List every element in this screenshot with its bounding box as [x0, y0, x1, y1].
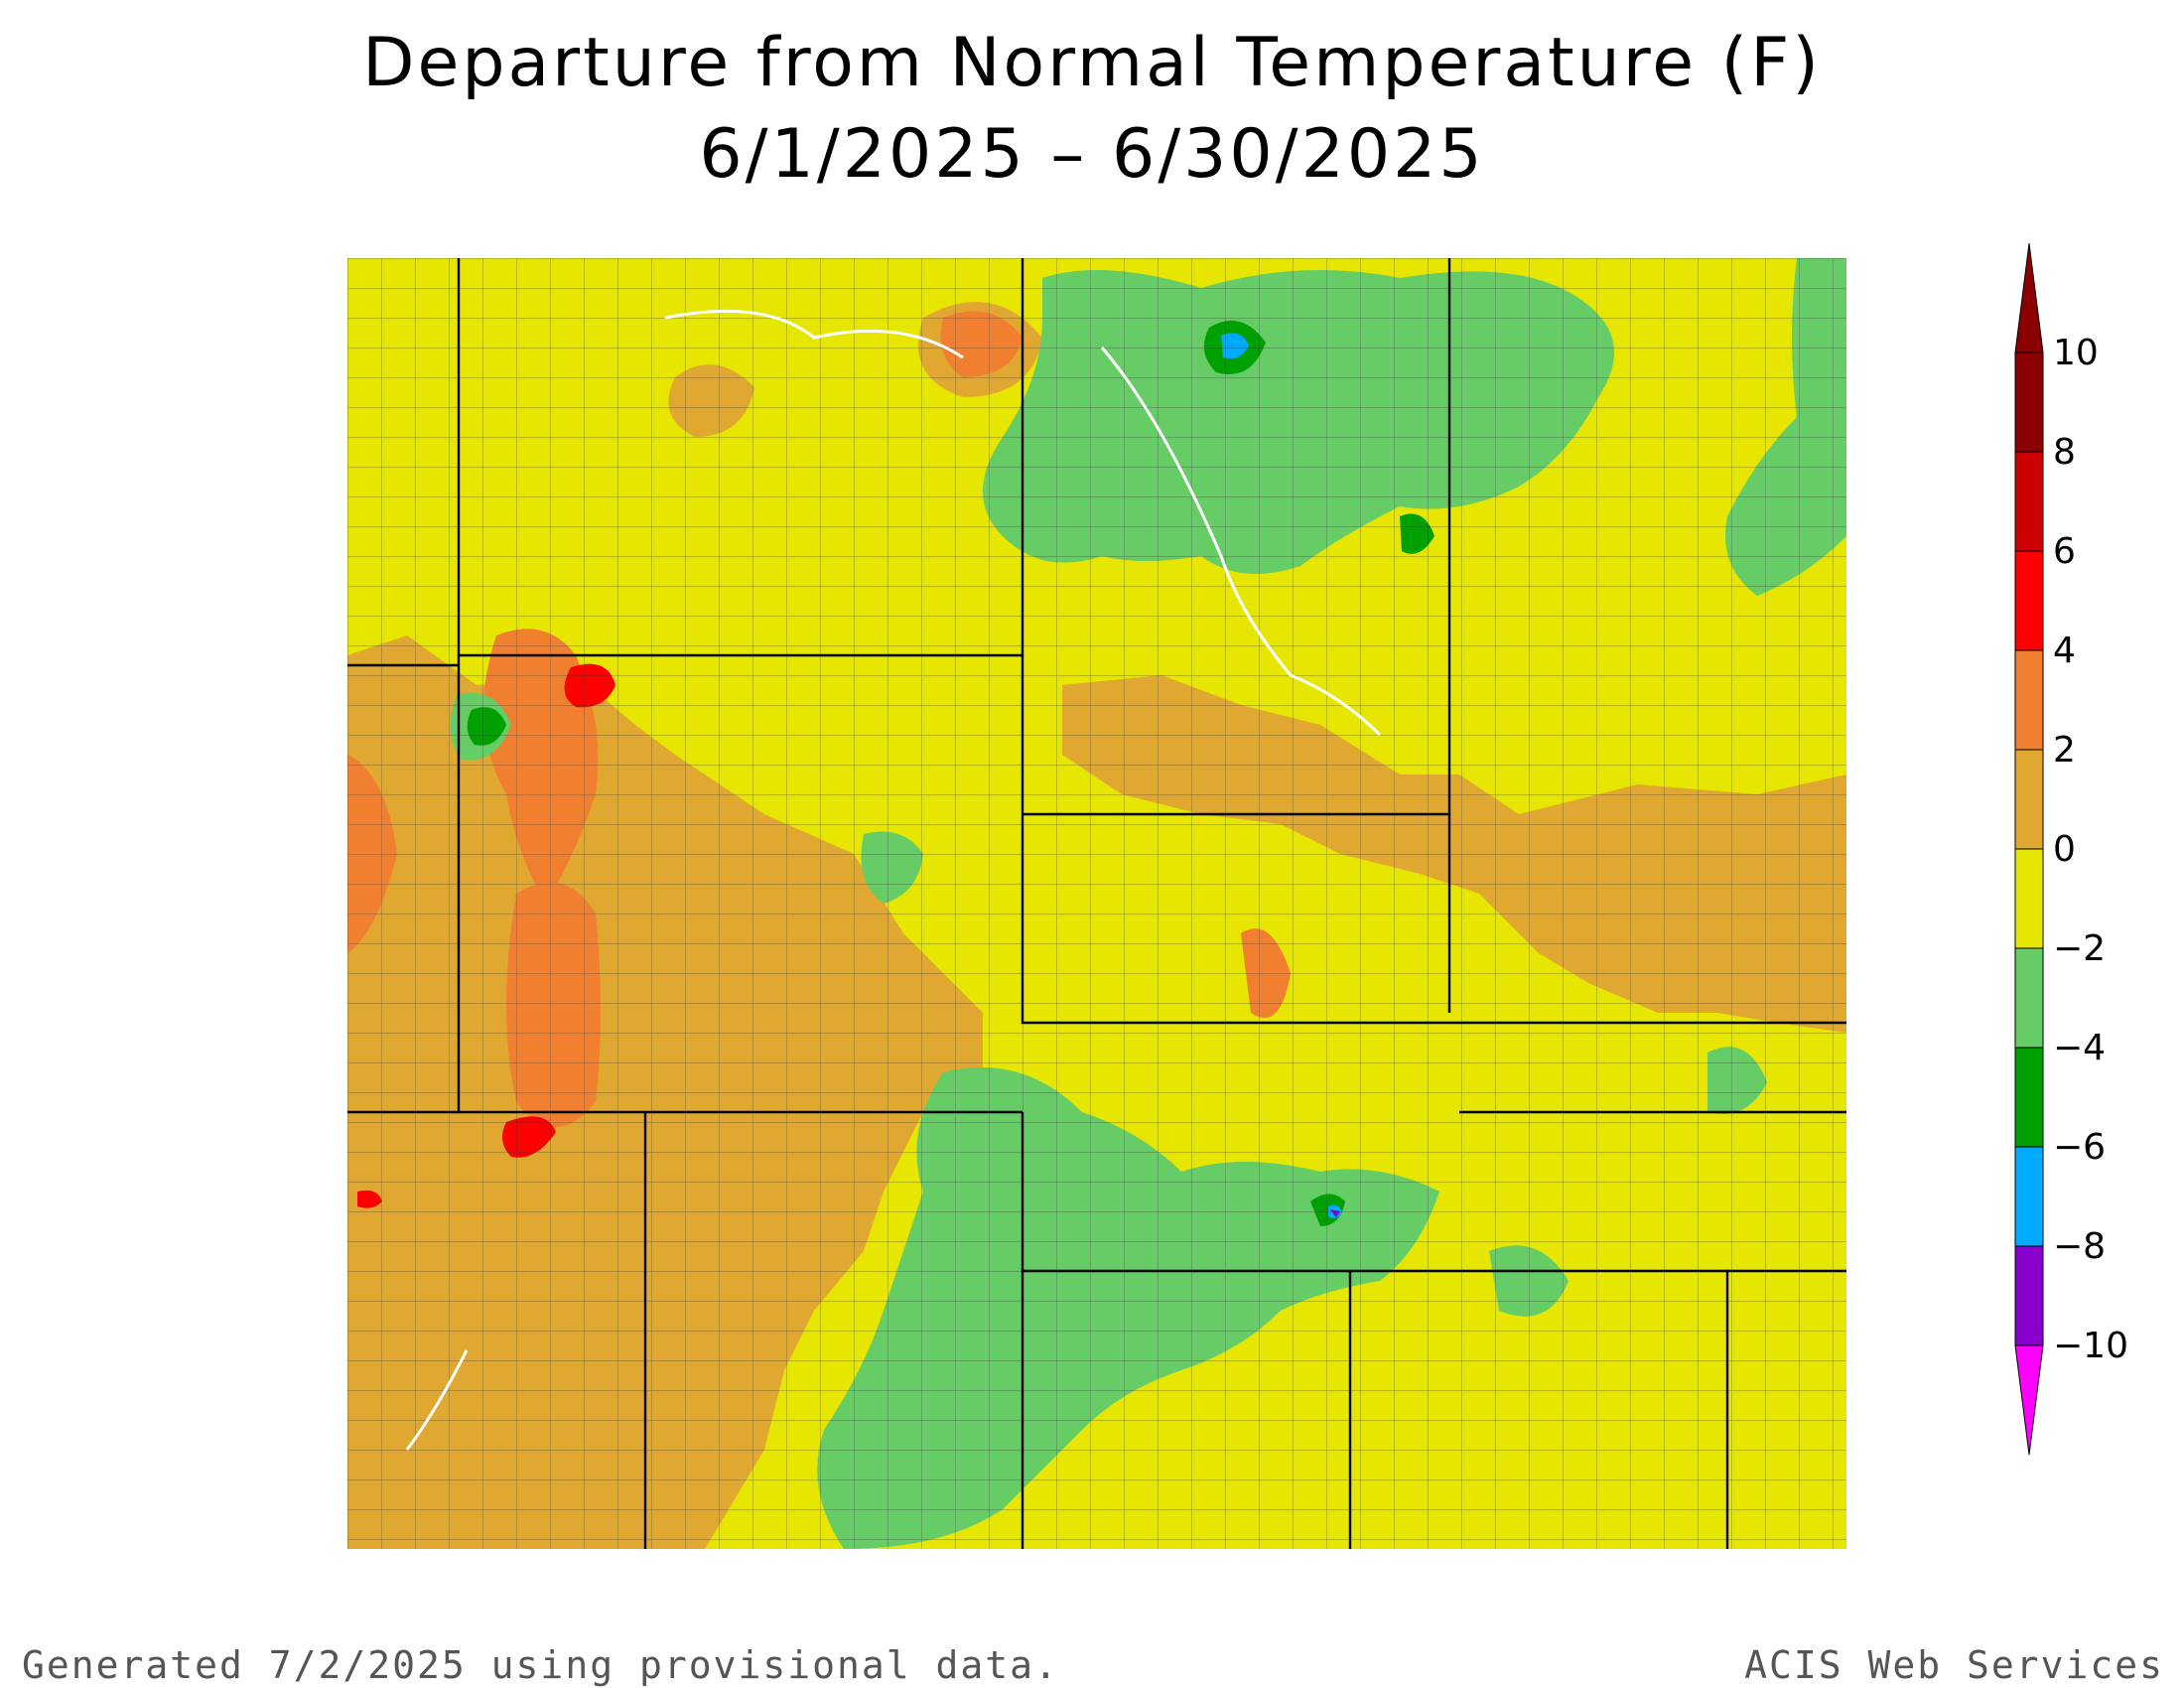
legend-band	[2014, 649, 2044, 751]
legend-band	[2014, 1245, 2044, 1346]
legend-label: −10	[2053, 1326, 2128, 1366]
legend-label: −6	[2053, 1127, 2106, 1168]
legend-label: 0	[2053, 829, 2076, 870]
legend-bottom-arrow	[2014, 1344, 2044, 1456]
color-legend: 10 8 6 4 2 0 −2 −4 −6 −8 −10	[2014, 243, 2128, 1456]
map-title: Departure from Normal Temperature (F) 6/…	[0, 18, 2184, 201]
legend-label: 6	[2053, 531, 2076, 572]
state-boundaries	[347, 258, 1846, 1549]
legend-label: −4	[2053, 1028, 2106, 1068]
legend-band	[2014, 749, 2044, 850]
legend-label: 10	[2053, 333, 2099, 373]
county-lines	[347, 258, 1846, 1549]
legend-label: −8	[2053, 1226, 2106, 1267]
legend-label: 8	[2053, 432, 2076, 473]
legend-band	[2014, 352, 2044, 453]
title-line-2: 6/1/2025 – 6/30/2025	[699, 115, 1485, 194]
legend-band	[2014, 1047, 2044, 1148]
legend-band	[2014, 848, 2044, 949]
legend-label: −2	[2053, 928, 2106, 969]
legend-band	[2014, 451, 2044, 552]
temperature-departure-map	[347, 258, 1846, 1549]
legend-top-arrow	[2014, 243, 2044, 353]
title-line-1: Departure from Normal Temperature (F)	[362, 24, 1822, 102]
legend-label: 4	[2053, 631, 2076, 671]
footer-generated-note: Generated 7/2/2025 using provisional dat…	[22, 1643, 1059, 1687]
rivers	[405, 309, 1382, 1451]
footer-source: ACIS Web Services	[1744, 1643, 2164, 1687]
legend-band	[2014, 550, 2044, 651]
legend-label: 2	[2053, 730, 2076, 771]
legend-band	[2014, 1146, 2044, 1247]
legend-band	[2014, 947, 2044, 1049]
